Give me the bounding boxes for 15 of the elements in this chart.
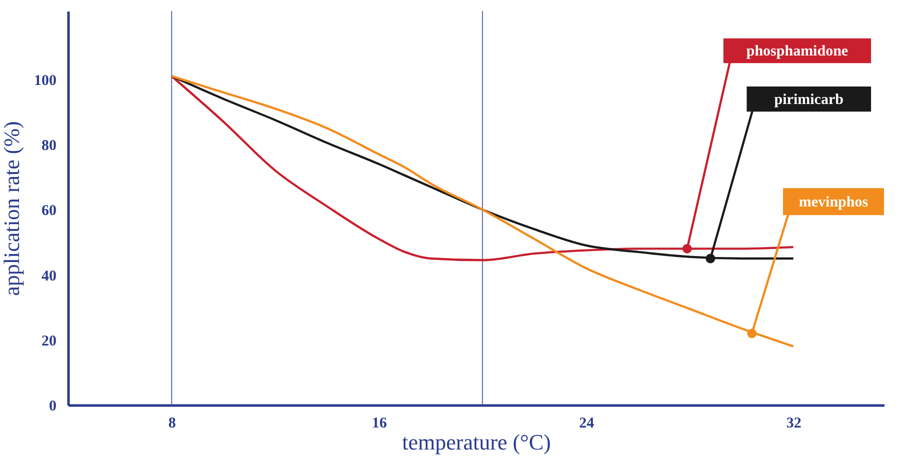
x-tick-label: 32 <box>786 416 802 432</box>
x-axis-title: temperature (°C) <box>402 430 551 454</box>
y-tick-label: 0 <box>49 398 56 414</box>
y-tick-label: 20 <box>42 333 56 350</box>
annotation: mevinphos <box>798 194 868 211</box>
x-tick-label: 16 <box>372 416 388 432</box>
annotation: pirimicarb <box>774 92 844 108</box>
y-axis-title: application rate (%) <box>0 121 24 296</box>
y-tick-label: 100 <box>34 72 56 89</box>
x-tick-label: 24 <box>579 416 595 432</box>
y-tick-label: 60 <box>42 203 56 220</box>
y-tick-label: 40 <box>42 268 56 284</box>
annotation: phosphamidone <box>746 44 848 60</box>
x-tick-label: 8 <box>168 416 176 432</box>
y-tick-label: 80 <box>42 138 56 154</box>
